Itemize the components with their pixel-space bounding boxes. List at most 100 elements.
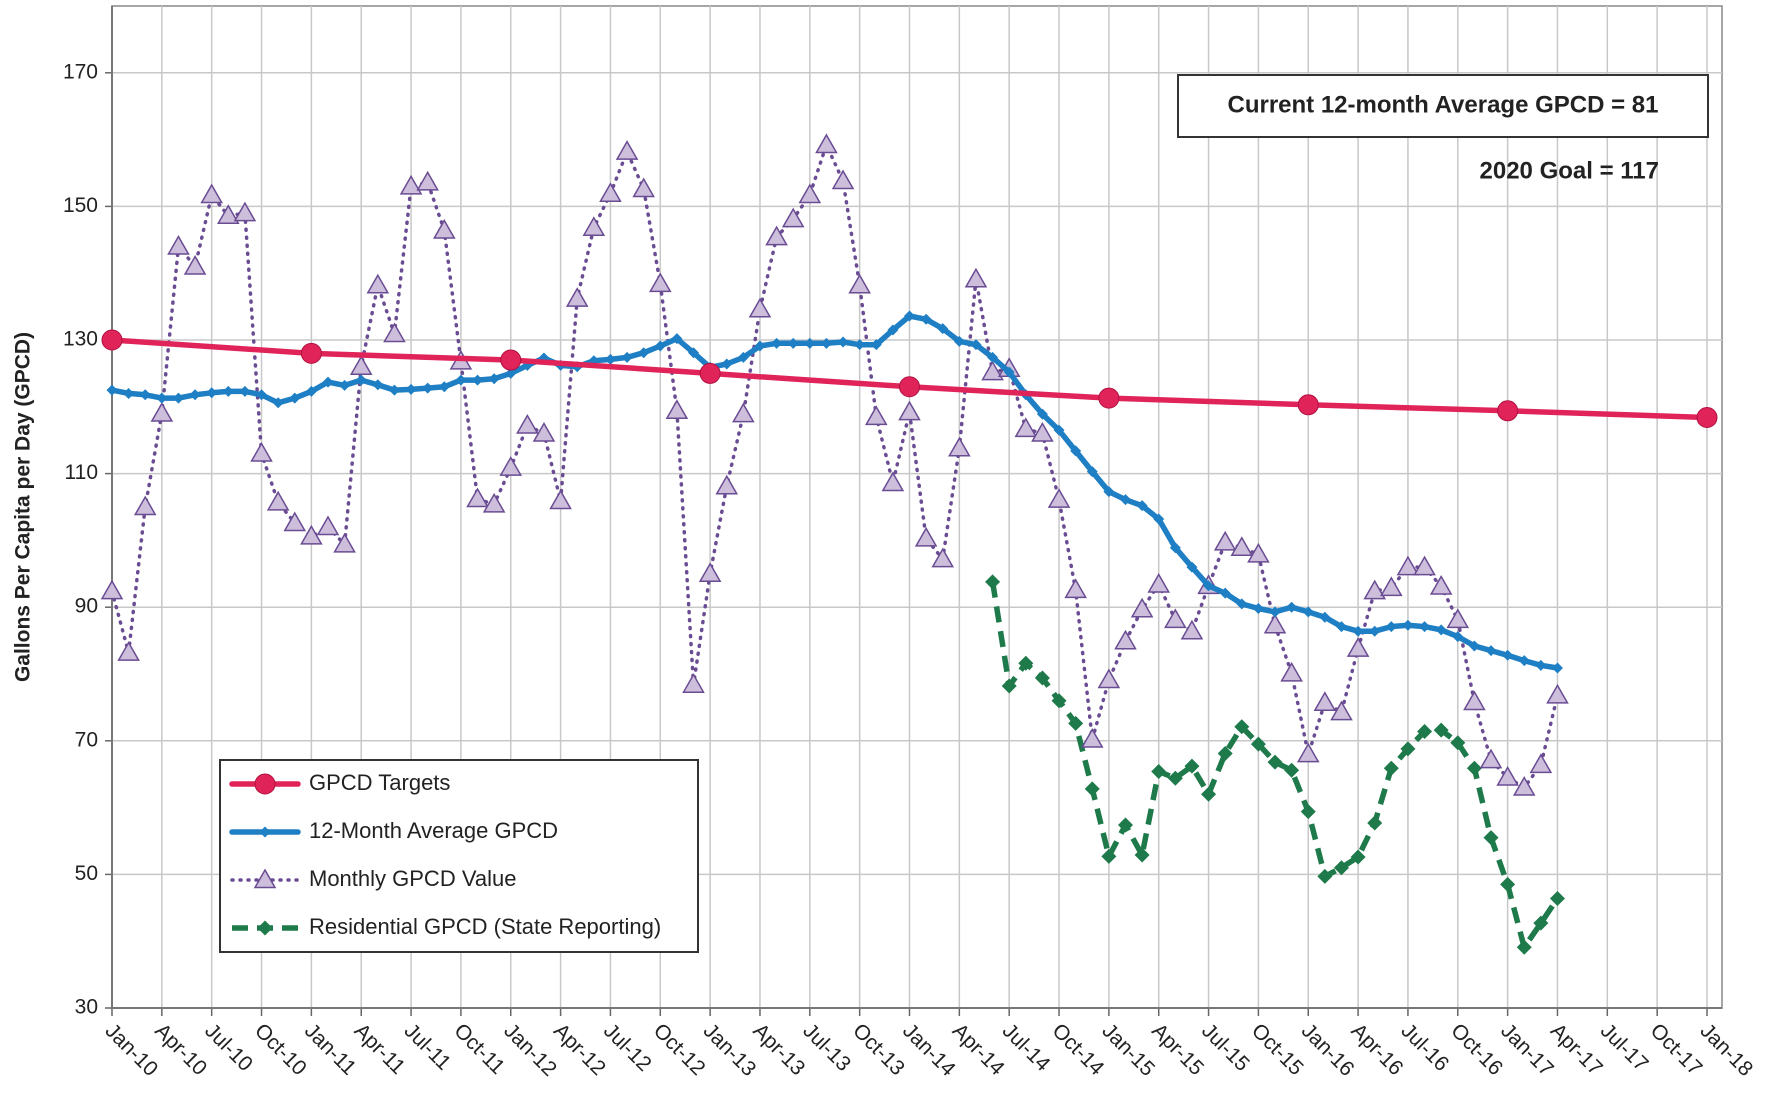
data-point [1051, 693, 1067, 709]
data-point [1363, 579, 1387, 600]
data-point [1485, 645, 1497, 657]
data-point [349, 355, 373, 375]
data-point [1114, 629, 1137, 650]
legend-text: Monthly GPCD Value [309, 866, 516, 891]
data-point [500, 349, 522, 371]
x-tick-label: Oct-15 [1247, 1019, 1308, 1080]
data-point [1018, 655, 1034, 671]
data-point [1001, 678, 1017, 694]
data-point [1479, 748, 1503, 769]
data-point [948, 436, 971, 457]
data-point [488, 373, 500, 385]
y-tick-label: 50 [75, 862, 98, 885]
data-point [1263, 613, 1287, 634]
data-point [1250, 736, 1266, 752]
data-point [217, 204, 240, 225]
data-point [133, 495, 157, 516]
data-point [106, 384, 118, 396]
data-point [366, 273, 390, 294]
data-point [1367, 815, 1383, 831]
series-line [109, 313, 1561, 671]
x-tick-label: Jan-18 [1696, 1019, 1758, 1081]
annotation: Current 12-month Average GPCD = 81 [1227, 91, 1658, 118]
data-point [665, 399, 689, 420]
data-point [1134, 847, 1150, 863]
data-point [1080, 727, 1104, 748]
y-axis-label: Gallons Per Capita per Day (GPCD) [12, 332, 35, 682]
data-point [372, 379, 384, 391]
x-tick-label: Jul-12 [599, 1019, 656, 1076]
data-point [139, 389, 151, 401]
x-tick-label: Oct-12 [649, 1019, 710, 1080]
data-point [150, 401, 174, 422]
data-point [1463, 690, 1486, 711]
x-tick-label: Oct-14 [1048, 1019, 1109, 1080]
data-point [671, 333, 683, 345]
data-point [820, 337, 832, 349]
data-point [1036, 408, 1048, 420]
data-point [1333, 860, 1349, 876]
data-point [732, 402, 755, 423]
data-point [798, 183, 822, 204]
data-point [1396, 555, 1420, 576]
data-point [189, 389, 201, 401]
data-point [737, 351, 749, 363]
data-point [1184, 758, 1200, 774]
y-tick-label: 90 [75, 595, 98, 618]
legend-marker [254, 773, 276, 795]
data-point [1098, 387, 1120, 409]
data-point [316, 515, 340, 536]
data-point [222, 385, 234, 397]
data-point [289, 392, 301, 404]
data-point [771, 337, 783, 349]
legend-box [219, 759, 699, 953]
data-point [981, 360, 1004, 381]
x-tick-label: Apr-11 [350, 1019, 410, 1079]
data-point [272, 397, 284, 409]
data-point [399, 174, 423, 195]
data-point [1097, 668, 1121, 689]
data-point [333, 532, 356, 553]
data-point [804, 337, 816, 349]
data-point [355, 374, 367, 386]
data-point [1518, 655, 1530, 667]
data-point [1213, 530, 1237, 551]
data-point [754, 340, 766, 352]
data-point [1086, 466, 1098, 478]
data-point [638, 347, 650, 359]
data-point [931, 547, 955, 568]
data-point [1230, 536, 1254, 556]
y-tick-label: 170 [63, 60, 98, 83]
data-point [632, 177, 655, 198]
data-point [1417, 723, 1433, 739]
data-point [1280, 661, 1303, 682]
annotation-box [1177, 74, 1709, 138]
data-point [1070, 445, 1082, 457]
data-point [1296, 742, 1320, 763]
data-point [300, 524, 323, 545]
data-point [499, 456, 523, 476]
legend-text: 12-Month Average GPCD [309, 818, 558, 843]
data-point [1400, 741, 1416, 757]
data-point [898, 400, 921, 421]
x-tick-label: Oct-11 [449, 1019, 509, 1079]
series-line [110, 143, 1560, 790]
data-point [1201, 786, 1217, 802]
data-point [1219, 587, 1231, 599]
data-point [1031, 422, 1054, 442]
data-point [721, 358, 733, 370]
data-point [283, 511, 307, 532]
data-point [1402, 619, 1414, 631]
data-point [1433, 722, 1449, 738]
data-point [438, 381, 450, 393]
data-point [1313, 691, 1337, 711]
data-point [322, 376, 334, 388]
x-tick-label: Oct-17 [1646, 1019, 1707, 1080]
data-point [1549, 890, 1565, 906]
x-tick-label: Jul-14 [998, 1019, 1055, 1076]
data-point [516, 413, 539, 434]
x-tick-label: Apr-13 [749, 1019, 810, 1080]
data-point [1535, 659, 1547, 671]
data-point [1335, 621, 1347, 633]
x-tick-label: Apr-14 [948, 1019, 1009, 1080]
